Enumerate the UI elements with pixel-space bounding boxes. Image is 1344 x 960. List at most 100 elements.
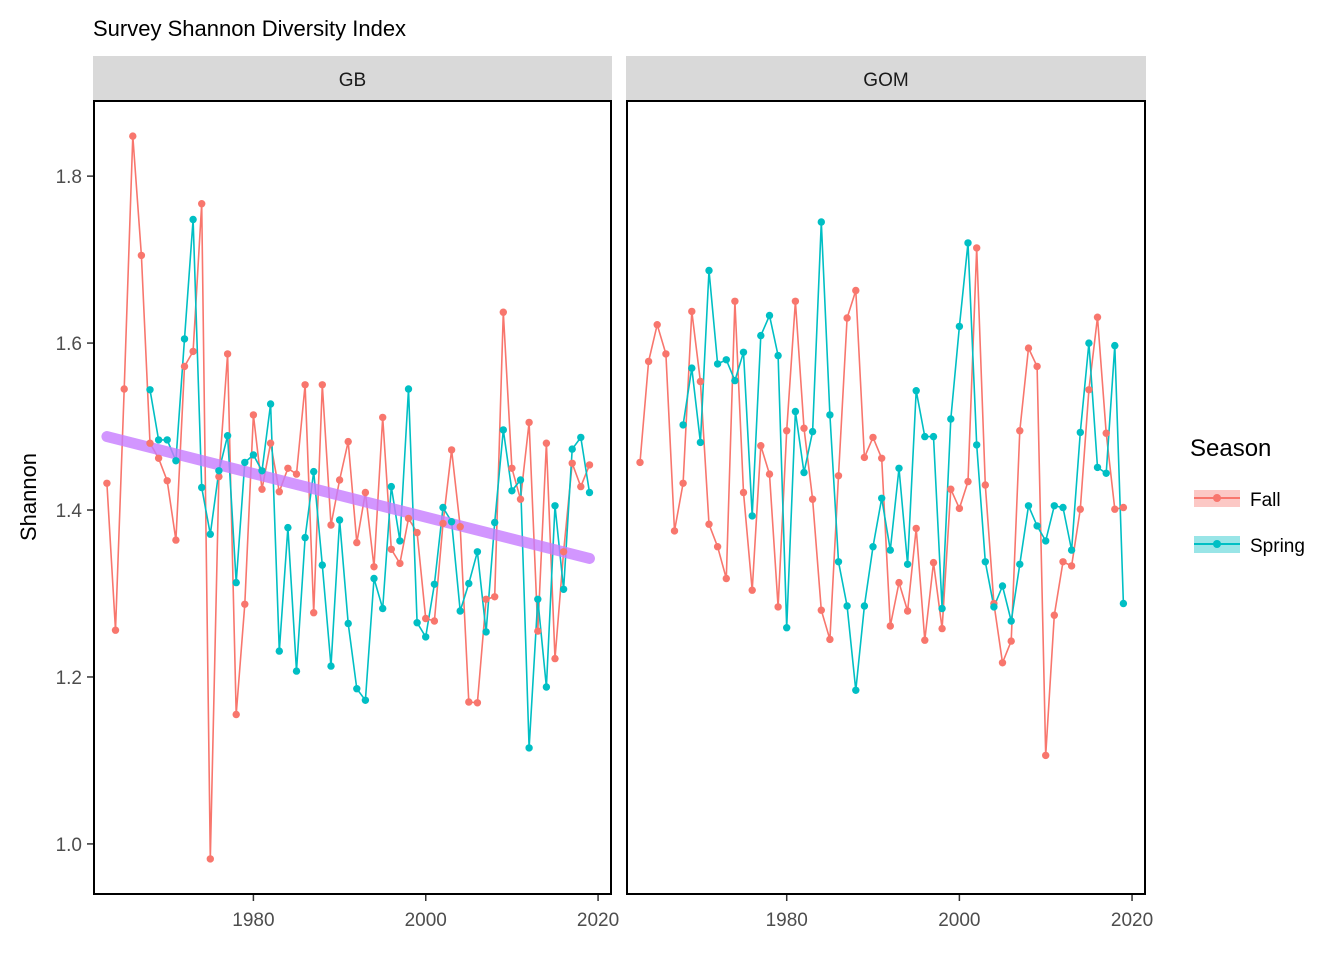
data-point-gb-spring [396,537,404,545]
legend-label-spring: Spring [1250,536,1305,557]
data-point-gb-spring [266,400,275,408]
data-point-gb-spring [206,530,214,538]
data-point-gom-spring [1033,522,1041,530]
data-point-gb-fall [577,482,585,491]
data-point-gb-spring [387,482,395,491]
data-point-gom-fall [765,470,774,478]
data-point-gb-spring [568,445,576,453]
data-point-gom-fall [834,472,843,480]
series-line-gom-spring [682,221,1125,691]
data-point-gom-spring [895,464,903,472]
data-point-gb-fall [241,600,249,608]
y-tick-label: 1.4 [56,501,83,522]
data-point-gb-spring [473,548,482,556]
data-point-gb-spring [422,633,430,641]
data-point-gb-fall [180,362,189,371]
data-point-gb-spring [318,561,326,569]
data-point-gb-fall [223,350,232,358]
data-point-gom-fall [783,427,791,435]
data-point-gb-spring [525,744,533,752]
data-point-gb-fall [215,472,223,481]
data-point-gom-spring [878,494,886,502]
y-tick-label: 1.6 [56,334,82,355]
panel-border-gb [93,100,612,895]
data-point-gb-fall [559,548,568,556]
data-point-gb-fall [120,385,128,393]
data-point-gom-spring [886,546,894,554]
data-point-gom-spring [783,624,791,632]
data-point-gb-fall [284,464,292,472]
data-point-gb-fall [361,488,370,497]
data-point-gb-spring [559,585,568,593]
panel-border-gom [626,100,1146,895]
data-point-gom-spring [696,438,705,447]
data-point-gom-fall [791,297,800,305]
x-axes: 1980 2000 2020 1980 2000 2020 [232,895,1153,931]
data-point-gb-fall [189,347,197,356]
data-point-gom-fall [886,622,894,630]
data-point-gb-spring [180,335,189,343]
data-point-gb-fall [163,477,171,485]
data-point-gb-spring [353,685,361,693]
data-point-gb-fall [516,495,525,503]
legend-key-spring-point [1213,540,1221,548]
x-tick-label-gb: 2020 [577,910,619,931]
data-point-gom-spring [791,407,800,416]
data-point-gom-spring [774,351,782,360]
series-line-gb-spring [149,219,591,748]
data-point-gb-spring [439,503,447,512]
data-point-gom-fall [895,578,903,587]
data-point-gom-fall [929,558,938,567]
data-point-gom-fall [705,520,713,528]
data-point-gom-spring [834,558,843,566]
data-point-gb-fall [439,519,447,528]
data-point-gb-fall [430,617,439,625]
data-point-gom-fall [722,574,730,583]
data-point-gom-fall [860,453,869,462]
data-point-gb-fall [491,593,499,601]
data-point-gom-spring [757,331,765,340]
data-point-gb-fall [525,418,533,427]
data-point-gb-spring [258,467,266,475]
data-point-gom-fall [1067,562,1076,570]
data-point-gom-fall [998,659,1007,667]
data-point-gom-spring [817,218,825,226]
data-point-gb-spring [551,502,559,510]
data-point-gb-spring [499,426,507,434]
strip-gom [626,56,1146,100]
data-point-gom-fall [955,504,964,513]
data-point-gb-fall [249,411,258,419]
data-point-gom-spring [731,376,739,385]
data-point-gb-spring [163,436,171,444]
data-point-gb-spring [189,215,197,224]
data-point-gb-fall [551,654,559,663]
data-point-gb-spring [508,487,516,495]
data-point-gb-spring [516,476,525,484]
data-point-gom-fall [903,607,912,615]
data-point-gb-spring [172,457,180,465]
data-point-gb-fall [266,439,275,447]
data-point-gom-spring [938,604,946,613]
data-point-gom-fall [696,377,705,386]
data-point-gom-fall [808,495,817,503]
data-point-gb-fall [585,461,594,469]
data-point-gom-spring [748,512,756,520]
data-point-gom-fall [662,350,670,358]
data-point-gb-fall [482,595,490,603]
data-point-gom-spring [739,348,748,356]
data-point-gom-fall [688,307,696,316]
data-point-gom-spring [1059,503,1067,512]
data-point-gb-fall [413,528,421,537]
data-point-gb-spring [292,667,301,675]
data-point-gom-fall [1050,611,1059,619]
data-point-gom-fall [912,524,920,533]
data-point-gom-fall [817,606,825,614]
data-point-gb-spring [430,580,439,588]
data-point-gom-spring [688,364,696,372]
data-point-gom-fall [1007,637,1015,645]
y-tick-label: 1.8 [56,167,82,188]
data-point-gom-fall [1102,429,1110,437]
data-point-gb-fall [344,437,352,446]
data-point-gb-fall [137,251,146,260]
plot-area-gb [101,132,595,863]
